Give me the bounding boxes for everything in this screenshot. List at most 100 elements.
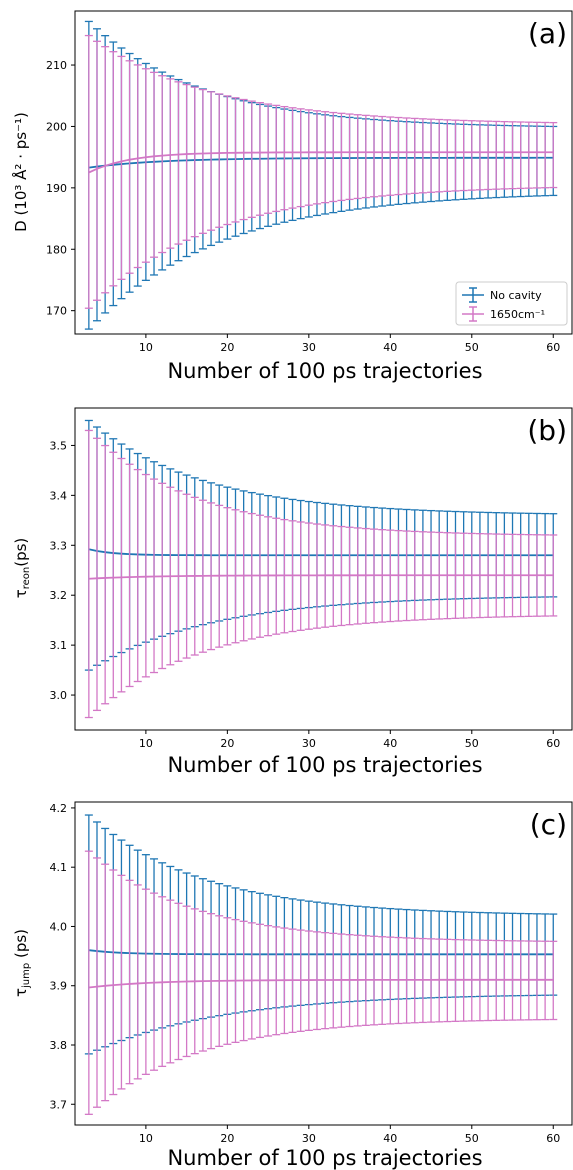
panel-a: 10 20 30 40 50 60 170 180 190 200 210 (a) Number o… [11, 10, 573, 383]
error-bar [386, 116, 395, 196]
panel-c-marks [84, 814, 558, 1115]
error-bar [125, 463, 134, 688]
mean-line [88, 978, 554, 989]
error-bar [141, 473, 150, 678]
error-bar [321, 111, 330, 204]
y-tick-label: 4.1 [50, 861, 68, 874]
error-bar [329, 111, 338, 203]
x-tick-label: 30 [302, 737, 316, 750]
x-tick-label: 30 [302, 341, 316, 354]
error-bar [198, 88, 207, 234]
y-tick-label: 200 [46, 120, 67, 133]
panel-a-xlabel: Number of 100 ps trajectories [167, 359, 482, 383]
error-bar [92, 40, 101, 301]
panel-b: 10 20 30 40 50 60 3.0 3.1 3.2 3.3 3.4 3.5 (b) Numbe… [12, 407, 573, 777]
x-tick-label: 20 [220, 341, 234, 354]
error-bar [231, 97, 240, 223]
error-bar [508, 121, 517, 190]
series-1 [84, 429, 558, 719]
error-bar [133, 884, 142, 1080]
error-bar [84, 850, 93, 1115]
error-bar [239, 98, 248, 221]
error-bar [166, 78, 175, 249]
x-tick-label: 60 [546, 341, 560, 354]
panel-c-frame [74, 801, 573, 1126]
panel-b-label: (b) [527, 414, 567, 447]
error-bar [288, 107, 297, 209]
x-tick-label: 10 [139, 341, 153, 354]
error-bar [101, 863, 110, 1102]
panel-b-ylabel: τreon(ps) [12, 538, 32, 599]
error-bar [264, 103, 273, 214]
error-bar [247, 100, 256, 218]
y-tick-label: 180 [46, 243, 67, 256]
error-bar [215, 93, 224, 228]
panel-a-label: (a) [528, 17, 567, 50]
legend: No cavity 1650cm⁻¹ [455, 281, 568, 326]
error-bar [272, 104, 281, 213]
error-bar [304, 109, 313, 206]
error-bar [492, 120, 501, 190]
panel-a-ylabel: D (10³ Å² · ps⁻¹) [11, 112, 30, 232]
mean-line [88, 156, 554, 169]
series-0 [84, 419, 558, 671]
legend-label-no-cavity: No cavity [490, 289, 542, 302]
y-tick-label: 3.4 [50, 489, 68, 502]
error-bar [427, 118, 436, 193]
panel-b-frame [74, 407, 573, 731]
error-bar [141, 68, 150, 263]
y-tick-label: 3.2 [50, 589, 68, 602]
x-tick-label: 60 [546, 737, 560, 750]
y-tick-label: 3.8 [50, 1039, 68, 1052]
error-bar [435, 118, 444, 193]
y-tick-label: 4.2 [50, 802, 68, 815]
error-bar [484, 120, 493, 191]
error-bar [402, 117, 411, 195]
panel-a-marks [84, 20, 558, 330]
x-tick-label: 50 [465, 737, 479, 750]
error-bar [337, 112, 346, 202]
error-bar [125, 60, 134, 274]
panel-a-ticks: 10 20 30 40 50 60 170 180 190 200 210 [46, 59, 560, 354]
error-bar [541, 121, 550, 189]
panel-c-ylabel: τjump (ps) [12, 929, 32, 997]
error-bar [223, 95, 232, 226]
series-1 [84, 34, 558, 309]
error-bar [312, 110, 321, 205]
x-tick-label: 10 [139, 737, 153, 750]
error-bar [158, 75, 167, 254]
error-bar [549, 121, 558, 189]
error-bar [141, 888, 150, 1076]
error-bar [109, 451, 118, 699]
error-bar [459, 119, 468, 192]
error-bar [174, 81, 183, 245]
error-bar [117, 457, 126, 693]
error-bar [370, 115, 379, 198]
panel-a-frame [74, 10, 573, 335]
error-bar [190, 86, 199, 238]
mean-line [88, 574, 554, 580]
error-bar [532, 121, 541, 189]
error-bar [524, 121, 533, 189]
error-bar [549, 534, 558, 617]
mean-line [88, 548, 554, 557]
x-tick-label: 50 [465, 341, 479, 354]
error-bar [410, 117, 419, 195]
y-tick-label: 3.1 [50, 639, 68, 652]
error-bar [207, 91, 216, 231]
error-bar [101, 444, 110, 705]
y-tick-label: 3.0 [50, 689, 68, 702]
y-tick-label: 3.9 [50, 980, 68, 993]
error-bar [150, 892, 159, 1071]
error-bar [92, 857, 101, 1108]
error-bar [117, 874, 126, 1090]
error-bar [280, 105, 289, 211]
y-tick-label: 3.7 [50, 1098, 68, 1111]
error-bar [353, 114, 362, 200]
y-tick-label: 4.0 [50, 920, 68, 933]
error-bar [418, 118, 427, 194]
panel-c-label: (c) [530, 808, 567, 841]
x-tick-label: 60 [546, 1132, 560, 1145]
mean-line [88, 151, 554, 174]
panel-c: 10 20 30 40 50 60 3.7 3.8 3.9 4.0 4.1 4.2 (c) Numbe… [12, 801, 573, 1170]
